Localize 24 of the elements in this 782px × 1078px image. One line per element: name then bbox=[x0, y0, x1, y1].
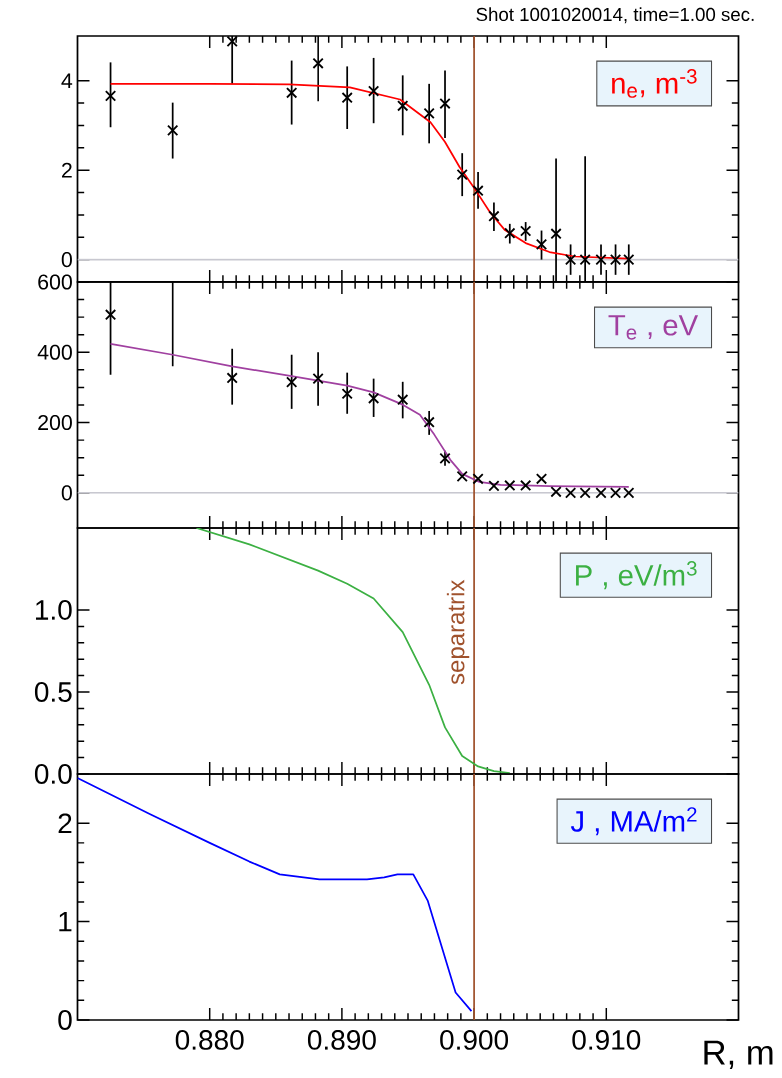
y-tick-label: 0.5 bbox=[34, 682, 72, 702]
text: T$_{e}$ , eV bbox=[608, 315, 699, 340]
x-tick-label: 0.900 bbox=[440, 1030, 509, 1050]
y-tick-label: 0 bbox=[61, 485, 72, 501]
y-tick-label: 0 bbox=[58, 1010, 72, 1030]
y-tick-label: 600 bbox=[38, 274, 72, 290]
text: J , MA/m$^{2}$ bbox=[570, 807, 697, 836]
y-tick-label: 1 bbox=[59, 911, 72, 932]
y-tick-label: 2 bbox=[58, 813, 72, 833]
y-tick-label: 400 bbox=[37, 344, 72, 360]
y-tick-label: 200 bbox=[38, 415, 72, 431]
y-tick-label: 4 bbox=[61, 73, 73, 89]
y-tick-label: 1.0 bbox=[36, 600, 72, 620]
y-tick-label: 0 bbox=[61, 252, 72, 268]
text: P , eV/m$^{3}$ bbox=[576, 561, 697, 590]
ref-line-label: separatrix bbox=[446, 579, 470, 685]
y-tick-label: 0.0 bbox=[34, 764, 72, 784]
x-tick-label: 0.910 bbox=[572, 1030, 641, 1050]
chart-title: Shot 1001020014, time=1.00 sec. bbox=[476, 7, 754, 24]
x-tick-label: 0.880 bbox=[175, 1030, 244, 1050]
y-tick-label: 2 bbox=[61, 162, 72, 178]
text: n$_{e}$, m$^{-3}$ bbox=[612, 69, 697, 98]
x-axis-title: R, m bbox=[704, 1040, 773, 1069]
x-tick-label: 0.890 bbox=[307, 1030, 376, 1050]
